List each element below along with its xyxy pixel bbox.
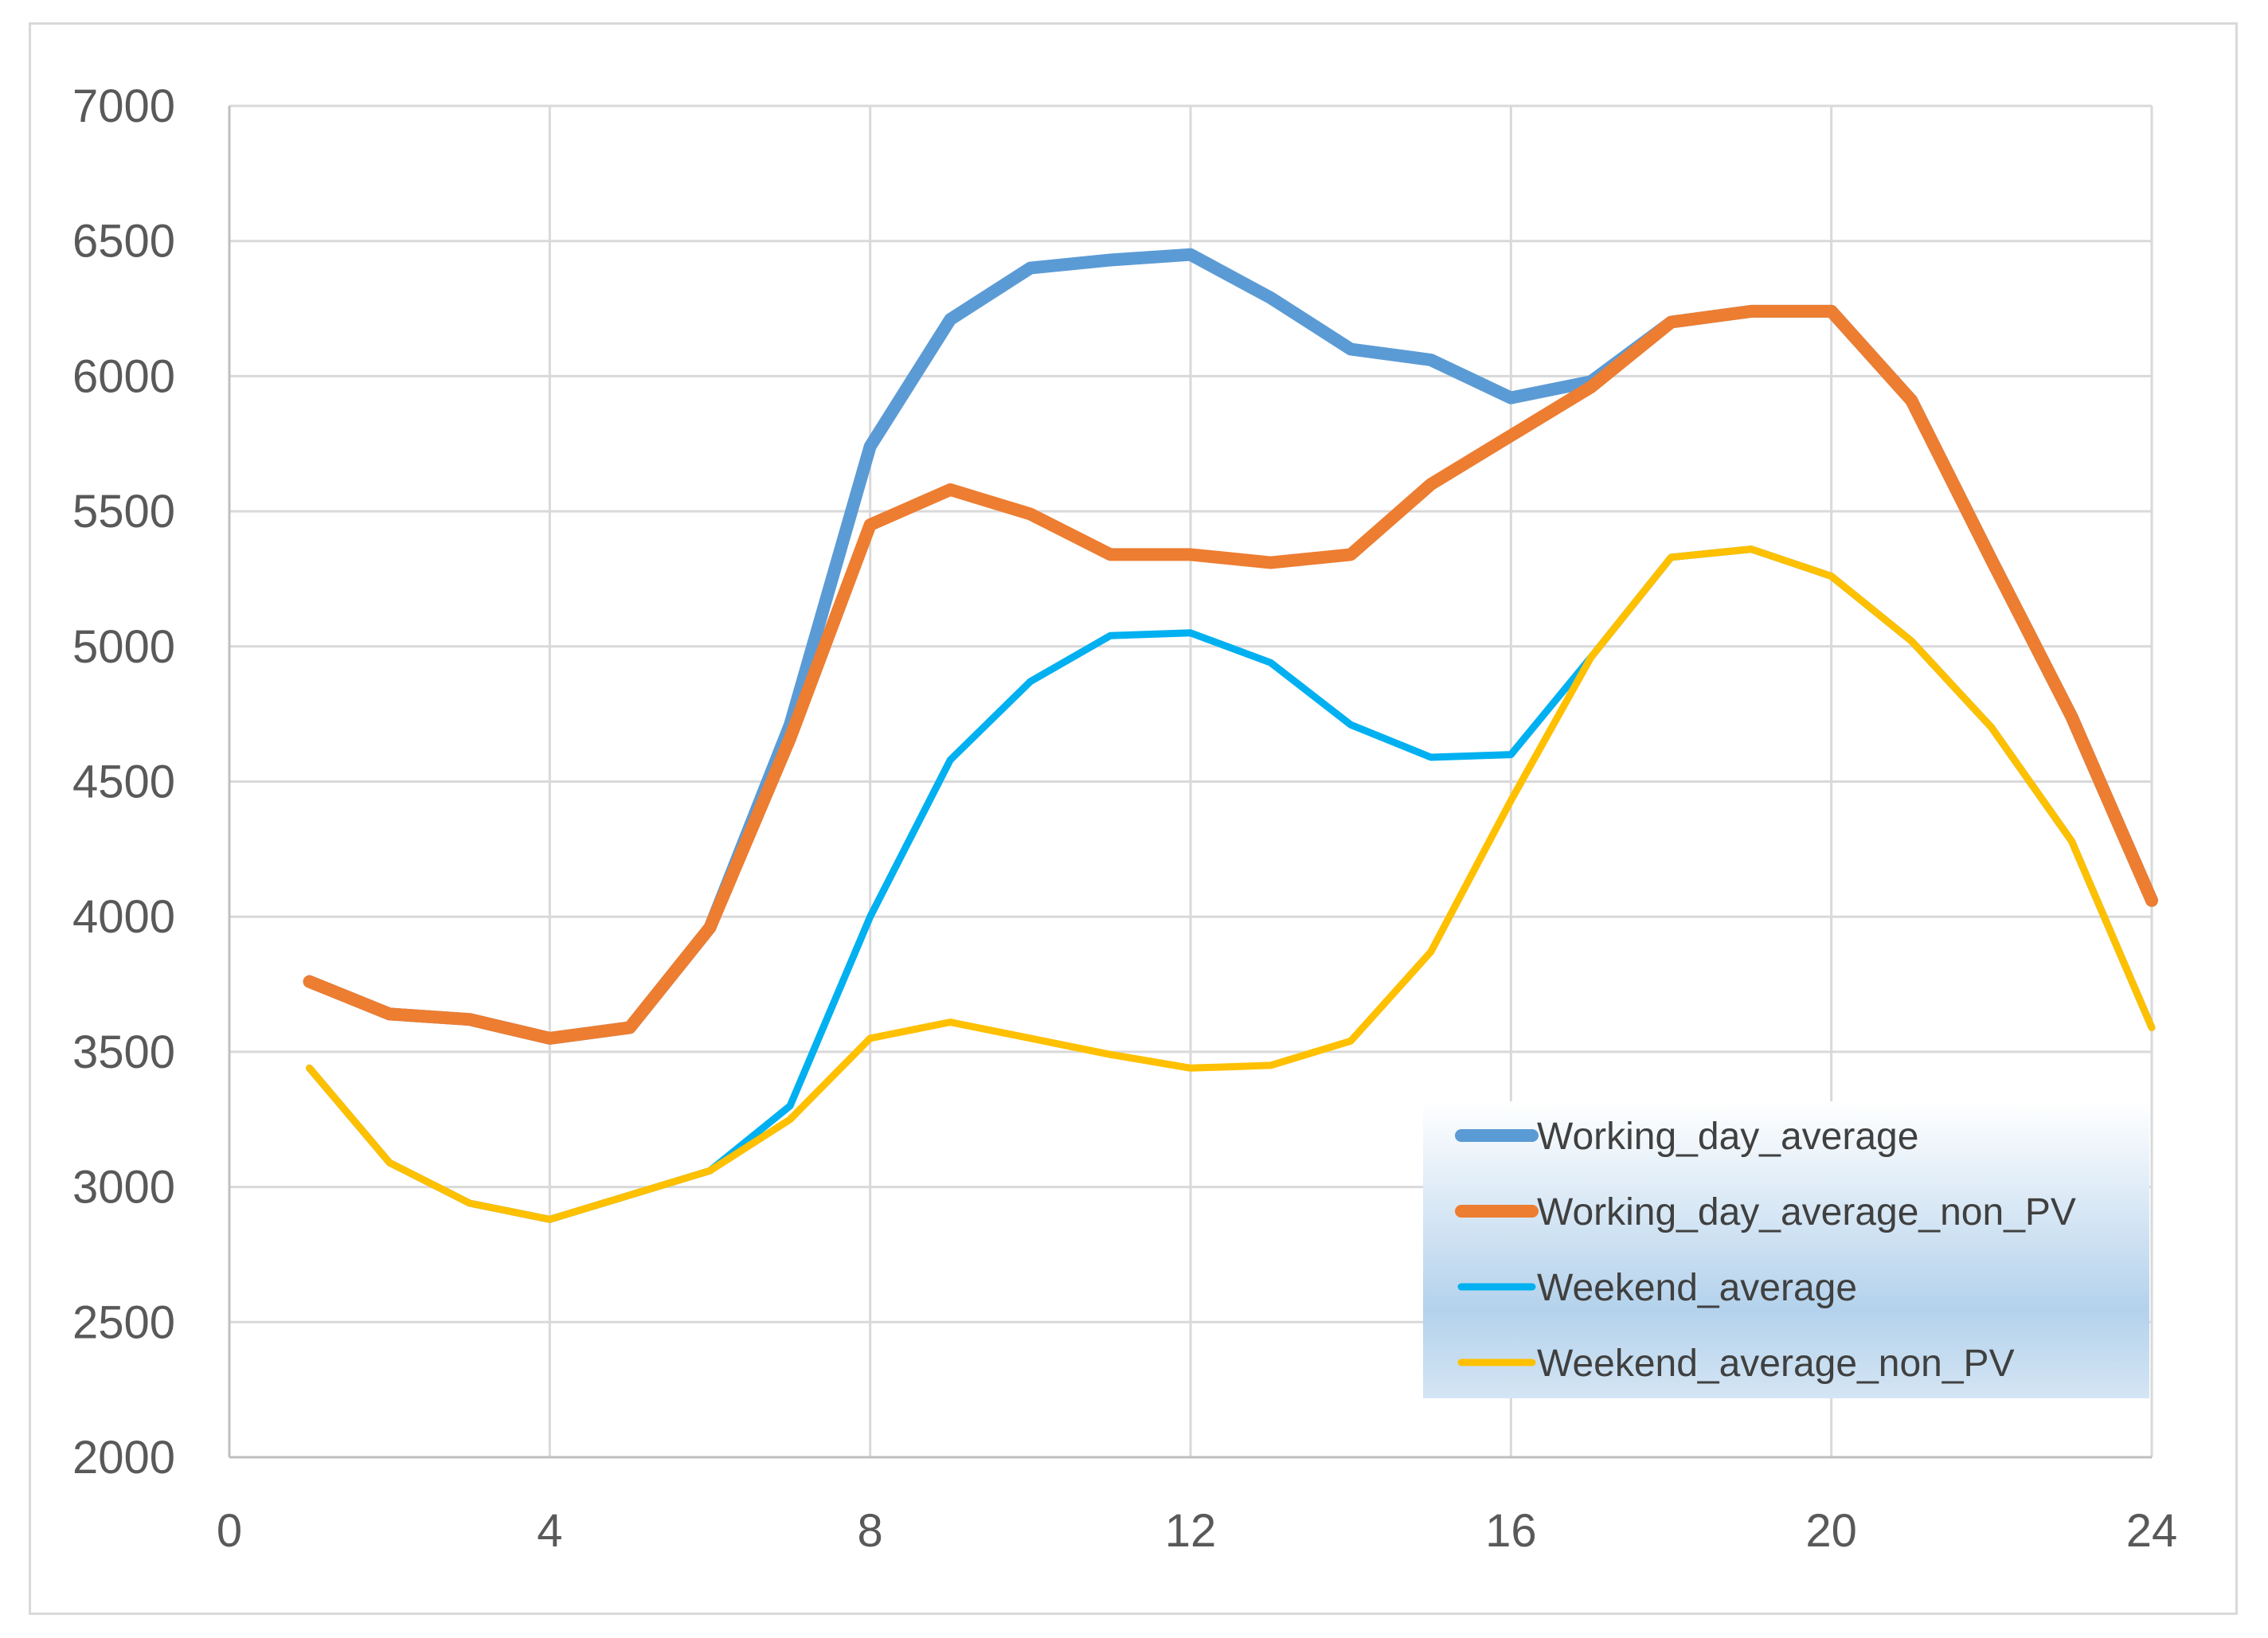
y-tick-label: 5500 (72, 486, 175, 538)
y-tick-label: 4000 (72, 891, 175, 943)
y-tick-label: 2000 (72, 1432, 175, 1484)
legend-label: Weekend_average (1537, 1267, 1857, 1309)
series-line-weekend-average-non-pv (306, 545, 2156, 1223)
x-tick-label: 20 (1805, 1505, 1857, 1557)
legend-label: Weekend_average_non_PV (1537, 1343, 2015, 1385)
series-line-working-day-average-non-pv (303, 304, 2158, 1045)
series-lines (303, 248, 2158, 1223)
legend-box (1423, 1101, 2149, 1398)
legend-label: Working_day_average_non_PV (1537, 1191, 2076, 1233)
x-tick-label: 4 (537, 1505, 562, 1557)
y-tick-label: 6000 (72, 350, 175, 402)
x-tick-label: 16 (1485, 1505, 1537, 1557)
y-tick-label: 2500 (72, 1296, 175, 1348)
legend-label: Working_day_average (1537, 1116, 1918, 1158)
tick-labels: 2000 2500 3000 3500 4000 4500 5000 5500 6000 6500… (72, 80, 2177, 1557)
x-tick-label: 12 (1165, 1505, 1217, 1557)
y-tick-label: 3000 (72, 1162, 175, 1214)
axes (228, 106, 2152, 1459)
y-tick-label: 6500 (72, 216, 175, 268)
x-tick-label: 24 (2126, 1505, 2178, 1557)
x-tick-label: 0 (217, 1505, 242, 1557)
y-tick-label: 3500 (72, 1026, 175, 1078)
y-tick-label: 4500 (72, 756, 175, 808)
y-tick-label: 5000 (72, 621, 175, 673)
x-tick-label: 8 (858, 1505, 883, 1557)
legend: Working_day_average Working_day_average_n… (1423, 1101, 2149, 1398)
y-tick-label: 7000 (72, 80, 175, 132)
